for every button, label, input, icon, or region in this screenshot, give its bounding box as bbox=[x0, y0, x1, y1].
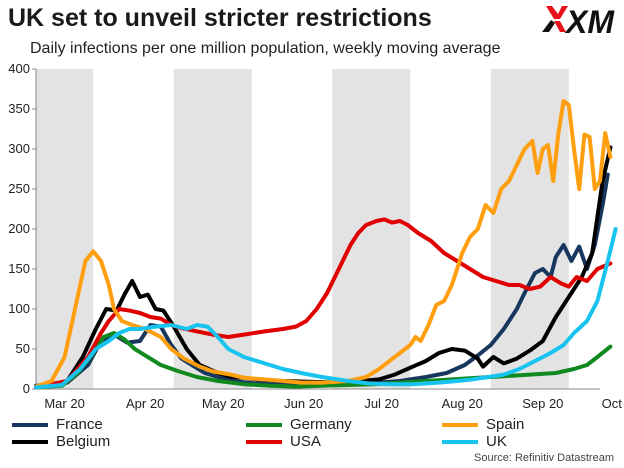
y-tick-label: 350 bbox=[8, 101, 30, 116]
legend-swatch-usa bbox=[246, 439, 282, 444]
legend-item-usa: USA bbox=[246, 433, 321, 450]
series-lines bbox=[34, 99, 618, 390]
series-line-uk bbox=[34, 227, 618, 390]
x-tick-label: Mar 20 bbox=[44, 396, 84, 411]
legend-item-uk: UK bbox=[442, 433, 507, 450]
legend-label-germany: Germany bbox=[290, 416, 352, 433]
series-line-spain bbox=[34, 99, 613, 389]
legend-item-belgium: Belgium bbox=[12, 433, 110, 450]
x-tick-label: May 20 bbox=[202, 396, 245, 411]
legend-label-usa: USA bbox=[290, 433, 321, 450]
y-tick-label: 150 bbox=[8, 261, 30, 276]
series-line-usa bbox=[34, 217, 613, 390]
legend-label-france: France bbox=[56, 416, 103, 433]
series-line-germany bbox=[34, 331, 613, 390]
shaded-band-3 bbox=[490, 69, 569, 389]
source-note: Source: Refinitiv Datastream bbox=[474, 452, 614, 464]
axes: 0 50 100 150 200 250 300 350 400 Mar 20 Apr 20 May … bbox=[8, 61, 624, 411]
legend-item-france: France bbox=[12, 416, 103, 433]
shaded-bands bbox=[36, 69, 569, 389]
shaded-band-0 bbox=[36, 69, 94, 389]
legend-swatch-uk bbox=[442, 439, 478, 444]
x-tick-label: Jun 20 bbox=[284, 396, 323, 411]
xm-logo: XM bbox=[542, 4, 615, 38]
shaded-band-2 bbox=[332, 69, 411, 389]
y-tick-label: 100 bbox=[8, 301, 30, 316]
legend-item-germany: Germany bbox=[246, 416, 352, 433]
y-tick-label: 400 bbox=[8, 61, 30, 76]
legend-item-spain: Spain bbox=[442, 416, 524, 433]
legend-label-belgium: Belgium bbox=[56, 433, 111, 450]
y-tick-label: 250 bbox=[8, 181, 30, 196]
y-tick-label: 50 bbox=[16, 341, 30, 356]
y-tick-label: 200 bbox=[8, 221, 30, 236]
x-tick-label: Aug 20 bbox=[442, 396, 483, 411]
logo-text: XM bbox=[564, 4, 615, 38]
chart-title: UK set to unveil stricter restrictions bbox=[8, 4, 432, 32]
legend-swatch-belgium bbox=[12, 439, 48, 444]
x-tick-label: Oct 20 bbox=[602, 396, 624, 411]
legend-swatch-france bbox=[12, 422, 48, 427]
legend-label-spain: Spain bbox=[486, 416, 525, 433]
logo-mark-icon bbox=[542, 6, 568, 32]
y-tick-label: 300 bbox=[8, 141, 30, 156]
x-tick-label: Sep 20 bbox=[522, 396, 563, 411]
legend-swatch-spain bbox=[442, 422, 478, 427]
x-tick-label: Jul 20 bbox=[364, 396, 399, 411]
y-tick-label: 0 bbox=[23, 381, 30, 396]
legend-label-uk: UK bbox=[486, 433, 507, 450]
legend: France Belgium Germany USA Spain UK bbox=[12, 414, 612, 450]
shaded-band-1 bbox=[173, 69, 252, 389]
chart-subtitle: Daily infections per one million populat… bbox=[30, 40, 501, 57]
legend-swatch-germany bbox=[246, 422, 282, 427]
x-tick-label: Apr 20 bbox=[126, 396, 164, 411]
